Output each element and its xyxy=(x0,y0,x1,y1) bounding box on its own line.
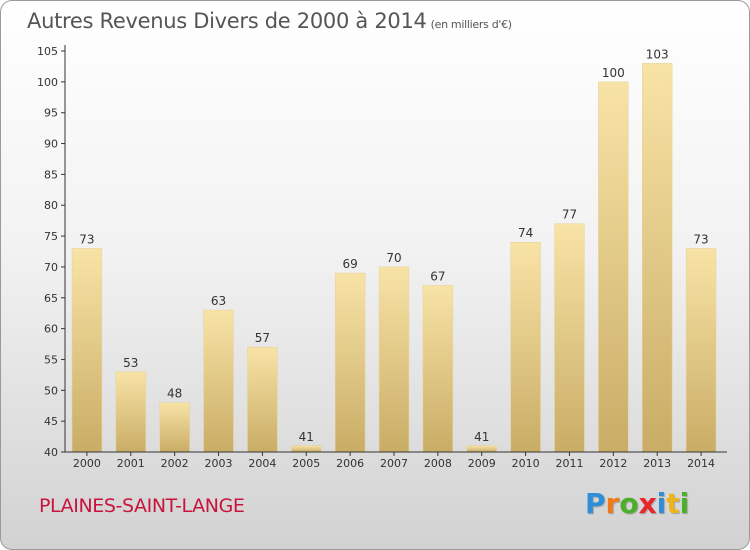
bar xyxy=(203,309,234,453)
bar xyxy=(422,285,454,453)
y-tick-label: 90 xyxy=(44,138,58,151)
y-tick-label: 95 xyxy=(44,107,58,120)
bar-value-label: 73 xyxy=(79,232,94,246)
bar-value-label: 41 xyxy=(299,430,314,444)
bar xyxy=(115,371,146,453)
commune-name: PLAINES-SAINT-LANGE xyxy=(39,495,245,517)
bar-value-label: 77 xyxy=(562,208,577,222)
y-tick-label: 105 xyxy=(37,45,58,58)
x-tick-label: 2006 xyxy=(336,457,364,470)
bar xyxy=(642,63,673,453)
bar xyxy=(554,223,585,453)
bar-value-label: 67 xyxy=(430,269,445,283)
x-tick-label: 2007 xyxy=(380,457,408,470)
bar-value-label: 73 xyxy=(693,232,708,246)
bar xyxy=(378,266,410,453)
y-tick-label: 55 xyxy=(44,353,58,366)
logo-letter: t xyxy=(666,487,680,520)
logo-letter: r xyxy=(605,487,620,520)
logo-letter: x xyxy=(638,487,657,520)
logo-letter: P xyxy=(585,487,606,520)
y-tick-label: 75 xyxy=(44,230,58,243)
y-tick-label: 80 xyxy=(44,199,58,212)
y-tick-label: 45 xyxy=(44,415,58,428)
y-tick-label: 60 xyxy=(44,323,58,336)
x-tick-label: 2010 xyxy=(512,457,540,470)
bar-value-label: 57 xyxy=(255,331,270,345)
x-tick-label: 2009 xyxy=(468,457,496,470)
proxiti-logo: Proxiti xyxy=(585,487,689,520)
bar xyxy=(685,248,717,453)
bar-value-label: 41 xyxy=(474,430,489,444)
x-tick-label: 2002 xyxy=(161,457,189,470)
x-tick-label: 2001 xyxy=(117,457,145,470)
bar-value-label: 69 xyxy=(342,257,357,271)
y-tick-label: 100 xyxy=(37,76,58,89)
logo-letter: i xyxy=(656,487,667,520)
bar-value-label: 70 xyxy=(386,251,401,265)
chart-unit: (en milliers d'€) xyxy=(430,18,512,31)
y-tick-label: 65 xyxy=(44,292,58,305)
logo-letter: o xyxy=(619,487,639,520)
x-tick-label: 2003 xyxy=(205,457,233,470)
x-tick-label: 2004 xyxy=(248,457,276,470)
bar-value-label: 74 xyxy=(518,226,533,240)
bar-value-label: 103 xyxy=(646,47,669,61)
bar xyxy=(334,272,366,453)
y-tick-label: 40 xyxy=(44,446,58,459)
bar xyxy=(159,402,190,453)
y-tick-label: 85 xyxy=(44,168,58,181)
x-tick-label: 2013 xyxy=(643,457,671,470)
x-tick-label: 2008 xyxy=(424,457,452,470)
bar-value-label: 63 xyxy=(211,294,226,308)
x-tick-label: 2014 xyxy=(687,457,715,470)
logo-letter: i xyxy=(679,487,690,520)
x-tick-label: 2011 xyxy=(555,457,583,470)
bar xyxy=(598,81,629,453)
bar-value-label: 53 xyxy=(123,356,138,370)
bar xyxy=(247,346,278,453)
y-tick-label: 50 xyxy=(44,384,58,397)
bar xyxy=(71,248,103,453)
x-tick-label: 2005 xyxy=(292,457,320,470)
chart-title: Autres Revenus Divers de 2000 à 2014 (en … xyxy=(27,9,512,33)
bar-value-label: 100 xyxy=(602,66,625,80)
y-tick-label: 70 xyxy=(44,261,58,274)
bar xyxy=(466,445,497,453)
x-tick-label: 2012 xyxy=(599,457,627,470)
chart-title-text: Autres Revenus Divers de 2000 à 2014 xyxy=(27,9,427,33)
bar xyxy=(291,445,322,453)
x-tick-label: 2000 xyxy=(73,457,101,470)
bars-group: 73 53 48 63 57 41 69 70 67 41 74 77 100 103 73 xyxy=(71,47,717,453)
bar xyxy=(510,241,541,453)
bar-value-label: 48 xyxy=(167,387,182,401)
axes-group: 2000 2001 2002 2003 2004 2005 2006 2007 2008 2009… xyxy=(37,45,727,470)
